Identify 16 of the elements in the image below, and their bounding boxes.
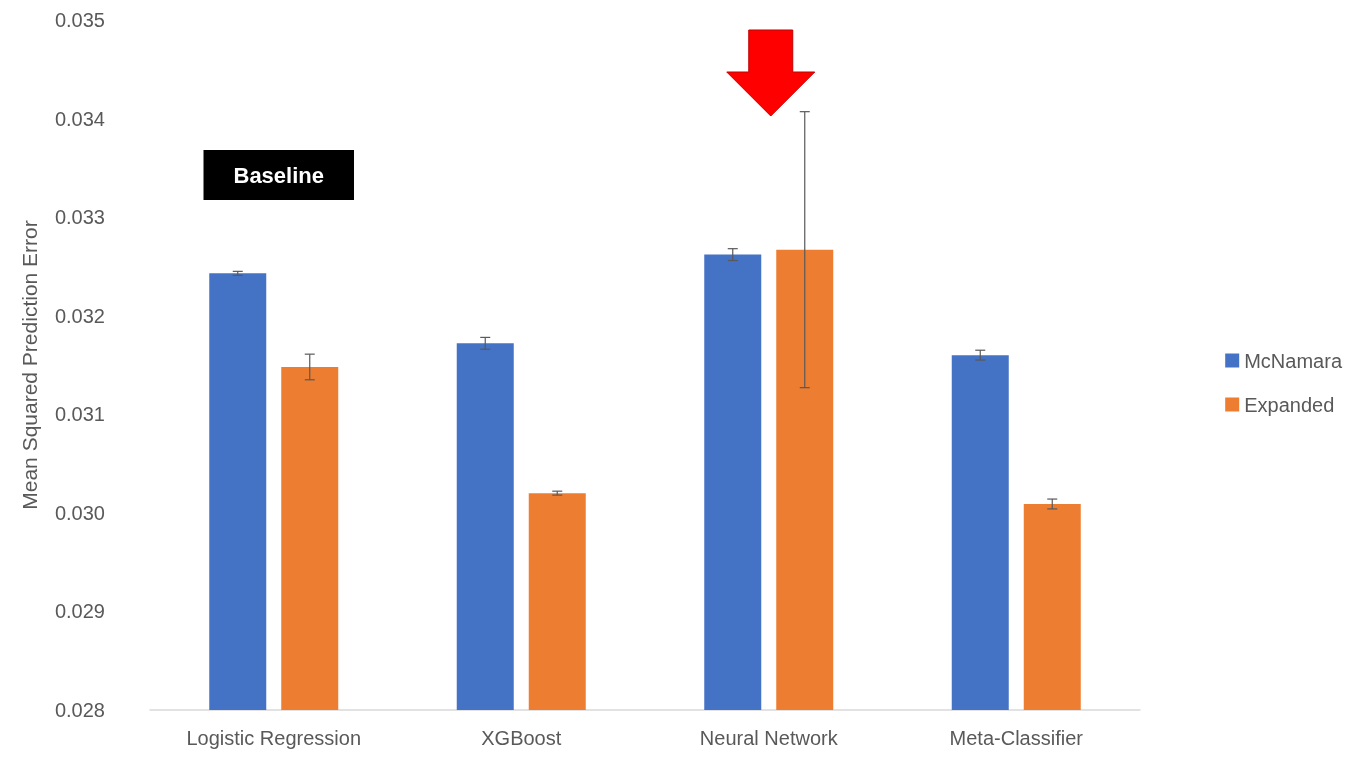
legend-label: McNamara (1244, 349, 1343, 372)
x-tick-label: Logistic Regression (186, 727, 362, 749)
x-tick-label: XGBoost (481, 727, 562, 749)
legend-label: Expanded (1244, 393, 1335, 416)
y-tick-label: 0.030 (54, 501, 105, 524)
y-tick-label: 0.028 (54, 699, 105, 721)
annotation: Baseline (233, 162, 324, 188)
x-tick-label: Neural Network (699, 727, 839, 749)
y-axis-title: Mean Squared Prediction Error (18, 220, 41, 510)
y-tick-label: 0.031 (54, 403, 105, 426)
y-tick-label: 0.035 (54, 9, 105, 31)
y-tick-label: 0.029 (54, 600, 105, 623)
y-tick-label: 0.034 (54, 107, 105, 130)
y-tick-label: 0.032 (54, 304, 105, 327)
y-tick-label: 0.033 (54, 206, 105, 229)
x-tick-label: Meta-Classifier (949, 727, 1084, 749)
